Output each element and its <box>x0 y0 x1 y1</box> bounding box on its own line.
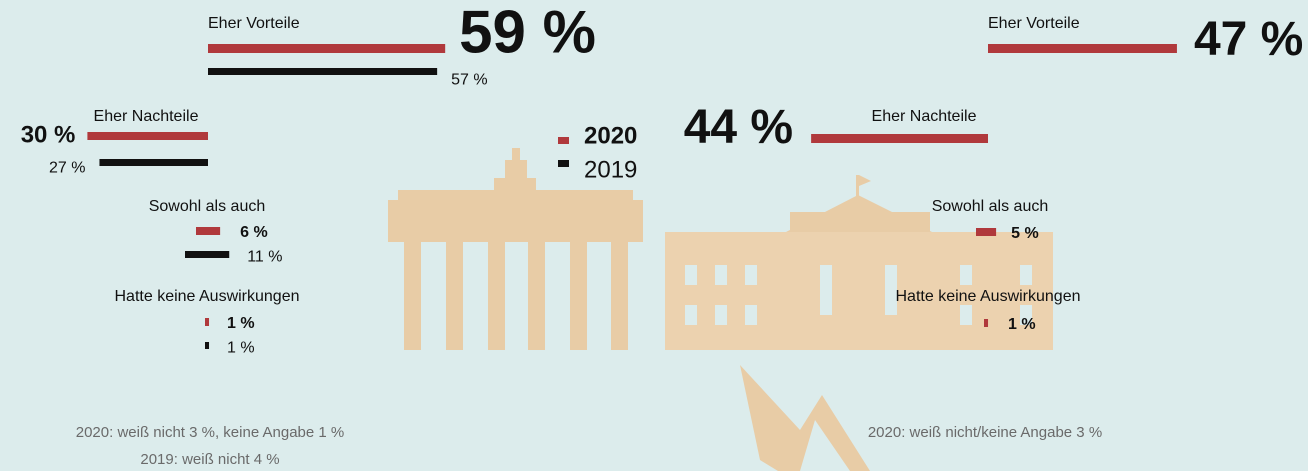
brandenburg-gate <box>388 148 643 350</box>
footnote: 2019: weiß nicht 4 % <box>140 451 279 468</box>
white-house <box>665 175 1053 350</box>
category-label: Sowohl als auch <box>149 198 266 215</box>
value-label: 27 % <box>49 160 85 177</box>
bar <box>87 132 208 140</box>
category-label: Eher Vorteile <box>988 15 1080 32</box>
bar <box>984 319 989 327</box>
bar <box>811 134 988 143</box>
value-label: 30 % <box>21 121 76 148</box>
bar <box>205 318 210 326</box>
value-label: 11 % <box>247 249 282 266</box>
value-label: 5 % <box>1011 225 1039 242</box>
value-label: 1 % <box>227 340 255 357</box>
legend-label: 2020 <box>584 122 637 149</box>
bar <box>99 159 208 166</box>
value-label: 57 % <box>451 72 487 89</box>
value-label: 1 % <box>1008 316 1036 333</box>
legend-label: 2019 <box>584 156 637 183</box>
category-label: Sowohl als auch <box>932 198 1049 215</box>
bar <box>208 44 446 53</box>
arrow <box>740 365 870 471</box>
legend-swatch <box>558 160 569 167</box>
value-label: 47 % <box>1194 13 1303 66</box>
value-label: 1 % <box>227 315 255 332</box>
footnote: 2020: weiß nicht 3 %, keine Angabe 1 % <box>76 424 345 441</box>
category-label: Hatte keine Auswirkungen <box>115 288 300 305</box>
legend-swatch <box>558 137 569 144</box>
value-label: 6 % <box>240 224 268 241</box>
category-label: Eher Nachteile <box>94 108 199 125</box>
value-label: 59 % <box>459 0 596 65</box>
bar <box>988 44 1177 53</box>
bar <box>185 251 230 258</box>
bar <box>196 227 221 235</box>
category-label: Eher Nachteile <box>872 108 977 125</box>
bar <box>205 342 210 349</box>
category-label: Hatte keine Auswirkungen <box>896 288 1081 305</box>
bar <box>208 68 438 75</box>
value-label: 44 % <box>684 101 793 154</box>
category-label: Eher Vorteile <box>208 15 300 32</box>
footnote: 2020: weiß nicht/keine Angabe 3 % <box>868 424 1102 441</box>
bar <box>976 228 997 236</box>
